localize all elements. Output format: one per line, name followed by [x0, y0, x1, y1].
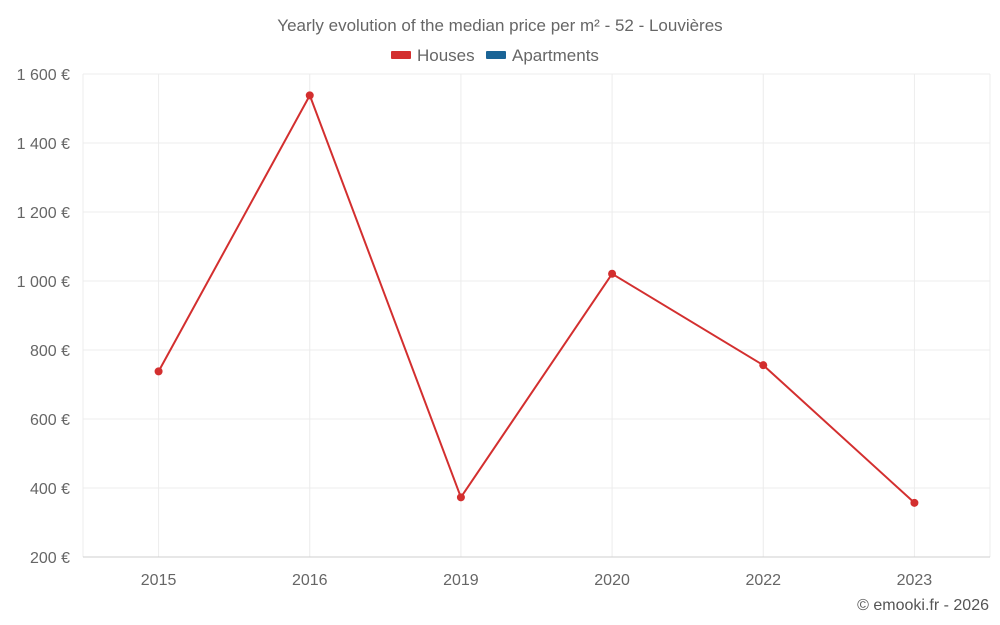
credit-text: © emooki.fr - 2026 — [857, 597, 989, 614]
legend-item-apartments[interactable]: Apartments — [486, 46, 599, 65]
y-tick-label: 800 € — [30, 343, 70, 360]
legend-label-houses: Houses — [417, 46, 475, 65]
x-tick-label: 2019 — [443, 572, 479, 589]
y-axis: 200 € 400 € 600 € 800 € 1 000 € 1 200 € 1 400 … — [17, 67, 70, 567]
data-point-houses[interactable] — [759, 361, 768, 370]
y-tick-label: 600 € — [30, 412, 70, 429]
data-point-houses[interactable] — [910, 498, 919, 507]
legend-swatch-apartments — [486, 51, 506, 59]
legend-label-apartments: Apartments — [512, 46, 599, 65]
data-point-houses[interactable] — [608, 269, 617, 278]
series-houses — [154, 91, 919, 507]
data-point-houses[interactable] — [154, 367, 163, 376]
y-tick-label: 400 € — [30, 481, 70, 498]
legend: Houses Apartments — [391, 46, 599, 65]
legend-item-houses[interactable]: Houses — [391, 46, 475, 65]
x-tick-label: 2020 — [594, 572, 630, 589]
x-tick-label: 2016 — [292, 572, 328, 589]
legend-swatch-houses — [391, 51, 411, 59]
series-line-houses — [157, 94, 916, 504]
x-axis: 2015 2016 2019 2020 2022 2023 — [141, 572, 933, 589]
grid — [82, 73, 991, 558]
y-tick-label: 1 200 € — [17, 205, 70, 222]
chart-title: Yearly evolution of the median price per… — [277, 16, 722, 35]
data-point-houses[interactable] — [305, 91, 314, 100]
data-point-houses[interactable] — [456, 493, 465, 502]
y-tick-label: 1 600 € — [17, 67, 70, 84]
x-tick-label: 2022 — [745, 572, 781, 589]
x-tick-label: 2015 — [141, 572, 177, 589]
x-tick-label: 2023 — [897, 572, 933, 589]
y-tick-label: 200 € — [30, 550, 70, 567]
y-tick-label: 1 000 € — [17, 274, 70, 291]
y-tick-label: 1 400 € — [17, 136, 70, 153]
